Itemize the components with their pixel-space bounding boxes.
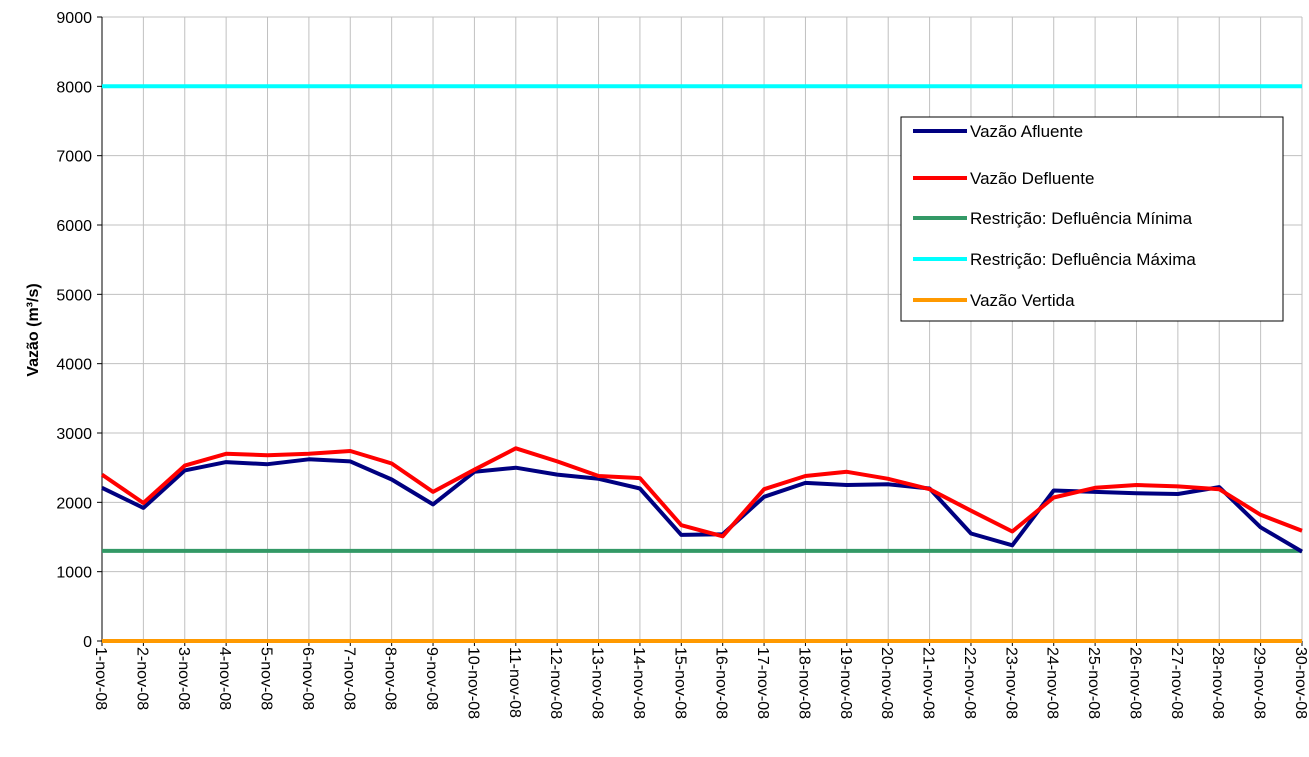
x-tick-label: 3-nov-08 [175,647,192,710]
x-tick-label: 12-nov-08 [547,647,564,719]
x-tick-label: 16-nov-08 [713,647,730,719]
x-tick-label: 4-nov-08 [216,647,233,710]
y-tick-label: 7000 [56,149,92,166]
y-tick-label: 8000 [56,79,92,96]
x-tick-label: 1-nov-08 [92,647,109,710]
y-axis-title: Vazão (m³/s) [25,283,42,376]
x-tick-label: 18-nov-08 [795,647,812,719]
x-tick-label: 21-nov-08 [920,647,937,719]
y-tick-label: 2000 [56,495,92,512]
tick-labels: 0 1000 2000 3000 4000 5000 6000 7000 8000 9000 1-n… [56,10,1309,719]
x-tick-label: 28-nov-08 [1209,647,1226,719]
y-tick-label: 1000 [56,565,92,582]
legend: Vazão Afluente Vazão Defluente Restrição: … [900,116,1284,322]
x-tick-label: 25-nov-08 [1085,647,1102,719]
x-tick-label: 8-nov-08 [382,647,399,710]
legend-label: Vazão Vertida [970,291,1075,310]
y-tick-label: 9000 [56,10,92,27]
x-tick-label: 23-nov-08 [1002,647,1019,719]
x-tick-label: 29-nov-08 [1251,647,1268,719]
x-tick-label: 26-nov-08 [1126,647,1143,719]
legend-label: Restrição: Defluência Mínima [970,209,1193,228]
x-tick-label: 27-nov-08 [1168,647,1185,719]
x-tick-label: 9-nov-08 [423,647,440,710]
x-tick-label: 2-nov-08 [133,647,150,710]
x-tick-label: 14-nov-08 [630,647,647,719]
legend-label: Restrição: Defluência Máxima [970,250,1196,269]
x-tick-label: 11-nov-08 [506,647,523,718]
series-line-1 [100,446,1303,539]
x-tick-label: 7-nov-08 [340,647,357,710]
x-tick-label: 24-nov-08 [1044,647,1061,719]
legend-label: Vazão Afluente [970,122,1083,141]
y-tick-label: 3000 [56,426,92,443]
x-tick-label: 6-nov-08 [299,647,316,710]
x-tick-label: 10-nov-08 [464,647,481,719]
x-tick-label: 13-nov-08 [589,647,606,719]
x-tick-label: 22-nov-08 [961,647,978,719]
x-tick-label: 15-nov-08 [671,647,688,719]
grid [101,16,1303,642]
x-tick-label: 19-nov-08 [837,647,854,719]
y-tick-label: 5000 [56,287,92,304]
x-tick-label: 20-nov-08 [878,647,895,719]
series-line-0 [101,457,1304,554]
series-lines [100,84,1304,643]
x-tick-label: 30-nov-08 [1292,647,1309,719]
x-tick-label: 5-nov-08 [258,647,275,710]
x-tick-label: 17-nov-08 [754,647,771,719]
y-tick-label: 0 [83,634,92,651]
legend-label: Vazão Defluente [970,169,1094,188]
y-tick-label: 6000 [56,218,92,235]
y-tick-label: 4000 [56,357,92,374]
